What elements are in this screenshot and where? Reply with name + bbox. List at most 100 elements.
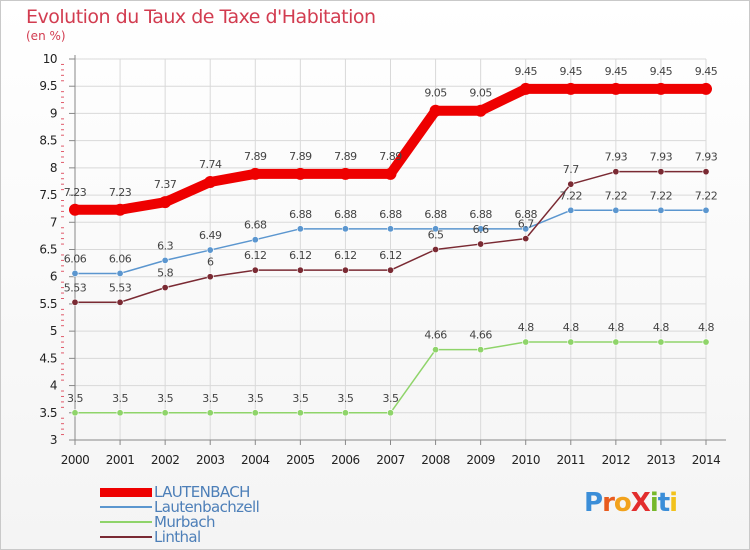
data-label: 7.93 — [695, 151, 718, 164]
data-point — [702, 168, 710, 176]
y-tick-label: 8 — [50, 161, 57, 175]
data-label: 9.45 — [514, 65, 537, 78]
logo-letter: t — [657, 488, 670, 518]
data-label: 6 — [207, 256, 214, 269]
data-label: 5.53 — [64, 281, 87, 294]
data-label: 6.7 — [518, 218, 534, 231]
y-tick-label: 5.5 — [39, 297, 57, 311]
data-point — [204, 176, 217, 189]
data-label: 3.5 — [67, 392, 83, 405]
x-tick-label: 2010 — [511, 453, 540, 467]
data-point — [519, 82, 532, 95]
axes: 3 3.5 4 4.5 5 5.5 6 6.5 7 7.5 8 8.5 9 9.5 10 2000 2001 20… — [39, 52, 726, 467]
data-point — [339, 167, 352, 180]
data-label: 7.37 — [154, 178, 177, 191]
logo-letter: i — [649, 488, 659, 518]
proxiti-logo[interactable]: ProXiti — [584, 488, 678, 518]
data-point — [609, 82, 622, 95]
y-tick-label: 6 — [50, 270, 57, 284]
logo-letter: r — [602, 488, 615, 518]
y-tick-label: 10 — [43, 52, 57, 66]
x-tick-label: 2002 — [151, 453, 180, 467]
data-point — [296, 225, 304, 233]
data-label: 6.88 — [469, 208, 492, 221]
data-label: 3.5 — [157, 392, 173, 405]
data-point — [116, 409, 124, 417]
x-tick-label: 2014 — [692, 453, 721, 467]
data-label: 4.8 — [563, 321, 579, 334]
y-tick-label: 7 — [50, 215, 57, 229]
x-tick-label: 2004 — [241, 453, 270, 467]
data-point — [296, 409, 304, 417]
legend-label: LAUTENBACH — [154, 483, 250, 501]
data-point — [657, 206, 665, 214]
data-point — [161, 284, 169, 292]
data-point — [432, 246, 440, 254]
x-tick-label: 2005 — [286, 453, 315, 467]
data-point — [206, 409, 214, 417]
data-label: 6.88 — [289, 208, 312, 221]
data-point — [429, 104, 442, 117]
data-label: 7.22 — [605, 189, 628, 202]
legend-label: Lautenbachzell — [154, 498, 260, 516]
data-label: 4.8 — [608, 321, 624, 334]
chart-title: Evolution du Taux de Taxe d'Habitation — [26, 6, 376, 28]
data-point — [474, 104, 487, 117]
data-point — [477, 240, 485, 248]
data-label: 4.8 — [698, 321, 714, 334]
data-label: 7.22 — [650, 189, 673, 202]
data-point — [71, 269, 79, 277]
data-point — [700, 82, 712, 95]
data-point — [251, 236, 259, 244]
data-label: 6.06 — [109, 252, 132, 265]
data-label: 5.8 — [157, 267, 173, 280]
y-tick-label: 6.5 — [39, 243, 57, 257]
legend-swatch-murbach — [100, 521, 152, 523]
data-point — [567, 180, 575, 188]
data-point — [522, 338, 530, 346]
data-point — [251, 266, 259, 274]
data-point — [386, 225, 394, 233]
legend-swatch-lautenbach — [100, 488, 152, 497]
data-label: 3.5 — [292, 392, 308, 405]
data-point — [702, 206, 710, 214]
x-tick-label: 2007 — [376, 453, 405, 467]
data-label: 9.45 — [560, 65, 583, 78]
data-point — [249, 167, 262, 180]
y-tick-label: 9 — [50, 106, 57, 120]
data-label: 7.74 — [199, 158, 222, 171]
data-point — [296, 266, 304, 274]
x-tick-label: 2003 — [196, 453, 225, 467]
data-label: 6.06 — [64, 252, 87, 265]
data-label: 7.89 — [244, 150, 267, 163]
logo-letter: X — [630, 488, 651, 518]
data-point — [341, 409, 349, 417]
legend-label: Linthal — [154, 528, 201, 546]
data-point — [159, 196, 172, 209]
data-label: 6.88 — [514, 208, 537, 221]
data-label: 5.53 — [109, 281, 132, 294]
data-point — [71, 409, 79, 417]
data-point — [161, 409, 169, 417]
data-point — [654, 82, 667, 95]
data-label: 6.49 — [199, 229, 222, 242]
x-tick-label: 2000 — [61, 453, 90, 467]
data-label: 6.6 — [473, 223, 489, 236]
data-point — [206, 273, 214, 281]
data-point — [251, 409, 259, 417]
logo-letter: P — [584, 488, 603, 518]
data-label: 4.8 — [653, 321, 669, 334]
data-label: 9.05 — [424, 87, 447, 100]
data-label: 7.22 — [560, 189, 583, 202]
data-point — [386, 409, 394, 417]
data-label: 7.7 — [563, 163, 579, 176]
data-label: 7.93 — [650, 151, 673, 164]
data-labels: 3.5 3.5 3.5 3.5 3.5 3.5 3.5 3.5 4.66 4.66 4.8 4.8 4.… — [64, 65, 718, 405]
data-label: 7.89 — [379, 150, 402, 163]
data-label: 6.12 — [334, 249, 357, 262]
y-tick-label: 4.5 — [39, 351, 57, 365]
data-label: 3.5 — [112, 392, 128, 405]
legend-swatch-linthal — [100, 536, 152, 538]
data-label: 7.23 — [64, 186, 87, 199]
